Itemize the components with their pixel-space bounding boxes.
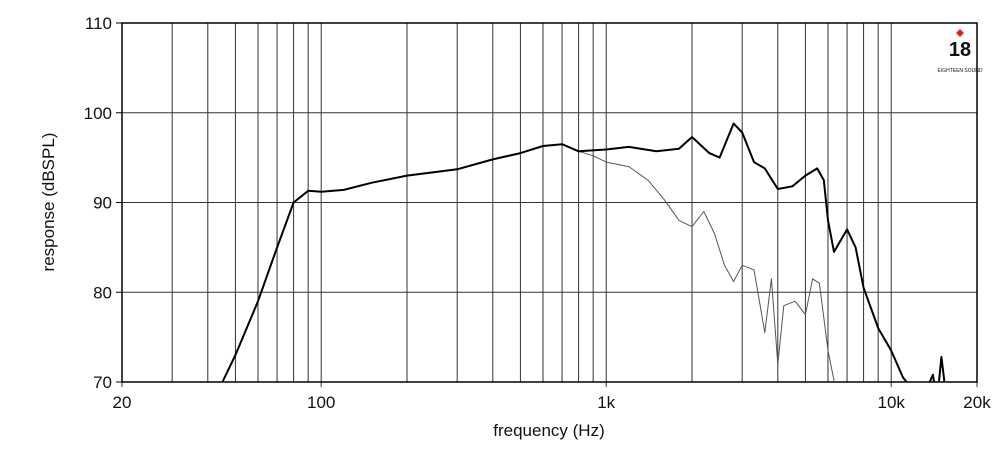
logo-number: 18 — [949, 39, 971, 61]
x-tick-label: 10k — [877, 393, 905, 412]
response-line — [221, 122, 946, 382]
y-tick-label: 70 — [93, 373, 112, 392]
plot-frame — [121, 22, 978, 383]
x-tick-label: 20 — [113, 393, 132, 412]
x-tick-label: 100 — [307, 393, 335, 412]
plot-area — [221, 122, 946, 382]
y-tick-label: 100 — [84, 104, 112, 123]
logo-star — [956, 29, 964, 37]
x-tick-label: 20k — [963, 393, 991, 412]
y-axis-label: response (dBSPL) — [39, 133, 58, 272]
logo-text: EIGHTEEN SOUND — [937, 68, 982, 74]
y-tick-label: 90 — [93, 194, 112, 213]
x-axis-label: frequency (Hz) — [493, 421, 604, 440]
y-tick-label: 80 — [93, 283, 112, 302]
y-tick-label: 110 — [85, 14, 112, 33]
response-line — [561, 143, 835, 382]
x-tick-label: 1k — [597, 393, 615, 412]
